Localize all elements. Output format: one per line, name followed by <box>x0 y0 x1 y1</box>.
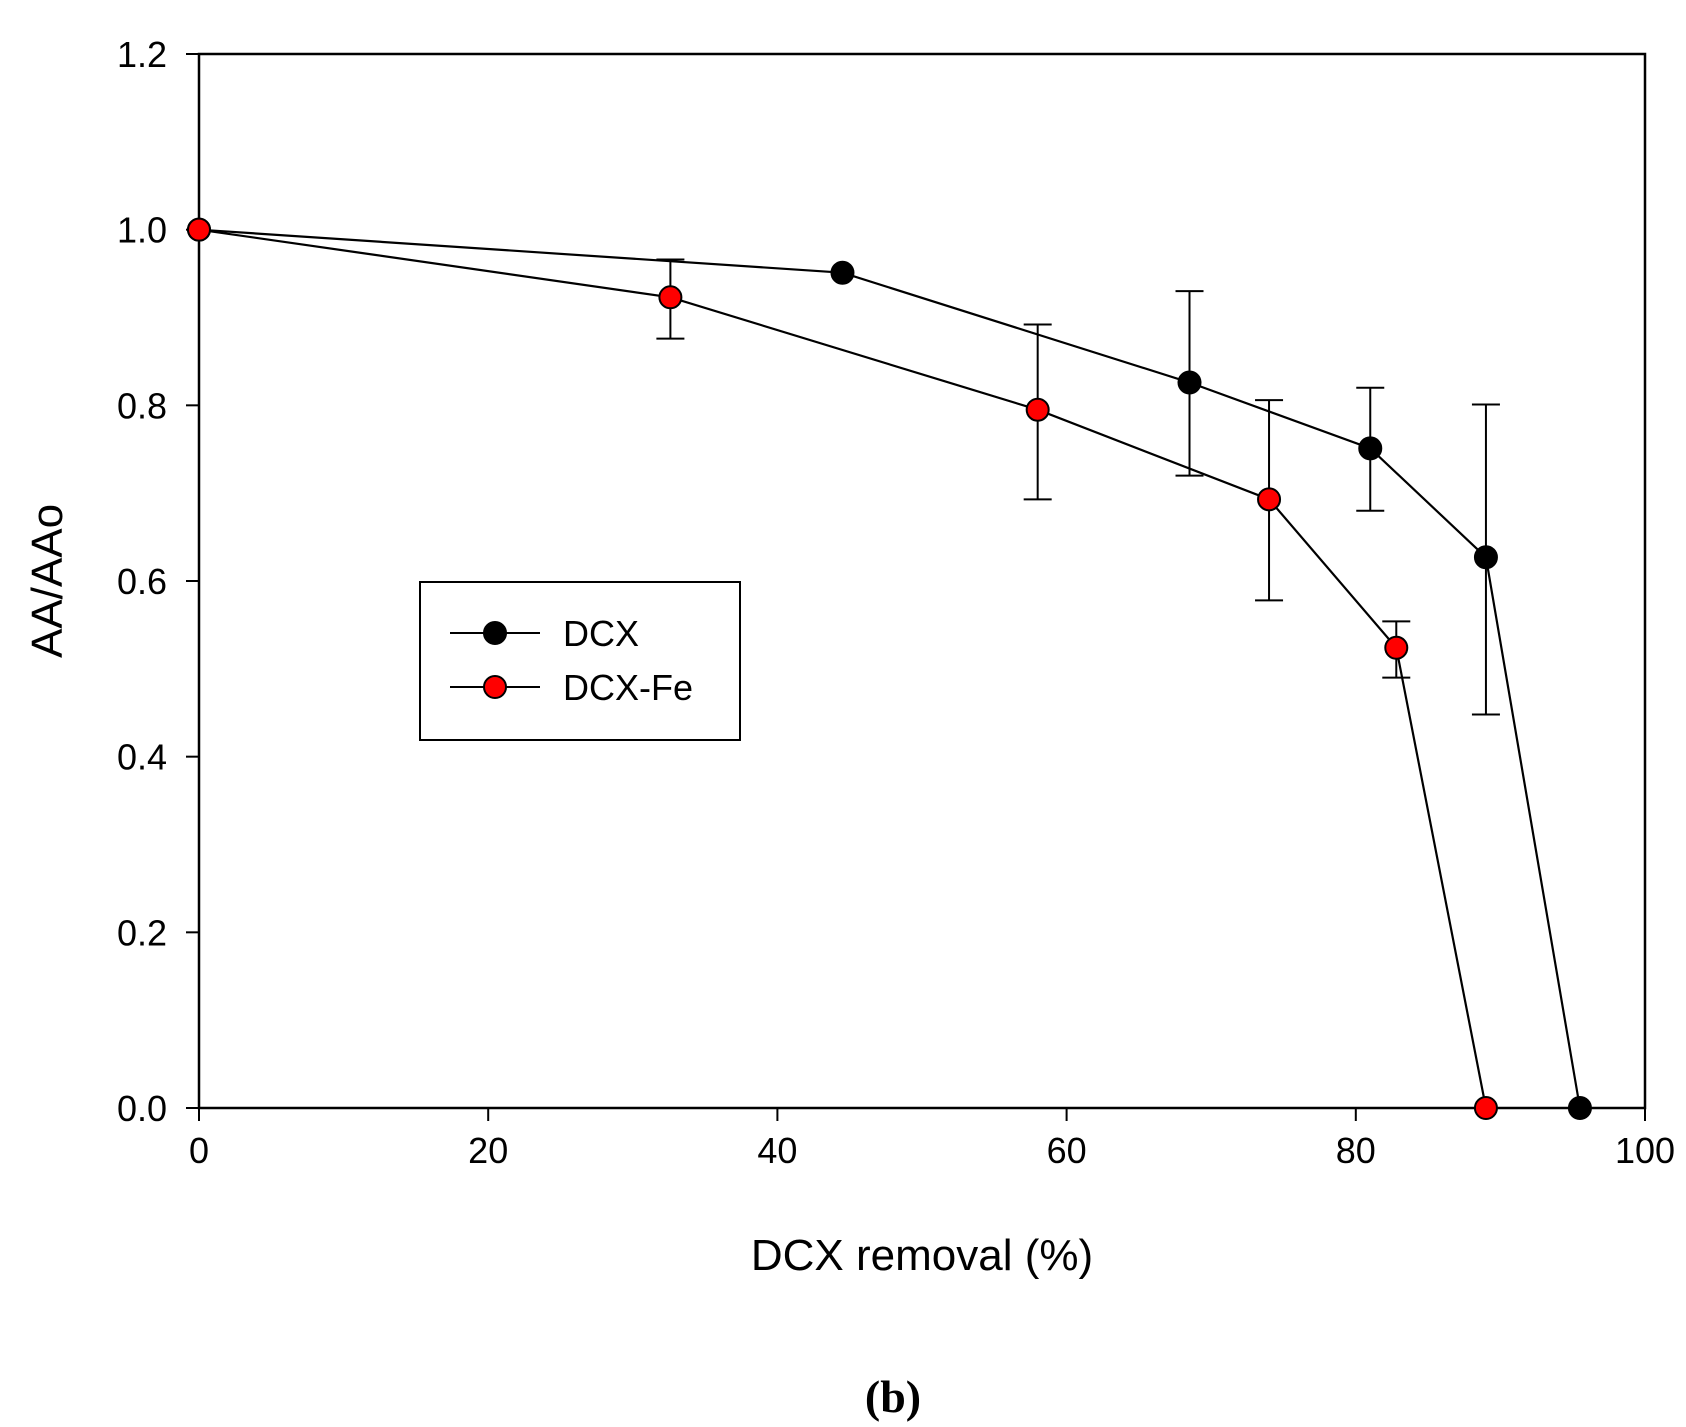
x-tick-label: 20 <box>468 1130 508 1171</box>
y-tick-label: 1.0 <box>117 210 167 251</box>
series-dcx <box>187 217 1592 1120</box>
x-tick-label: 0 <box>189 1130 209 1171</box>
y-tick-label: 0.4 <box>117 737 167 778</box>
series-dcx-fe <box>187 217 1498 1120</box>
x-tick-label: 80 <box>1336 1130 1376 1171</box>
data-point-dcx-fe <box>1384 635 1409 660</box>
legend: DCX DCX-Fe <box>419 581 741 741</box>
data-point-dcx-fe <box>658 285 683 310</box>
data-point-dcx-fe <box>187 217 211 242</box>
legend-label-dcx: DCX <box>563 613 639 654</box>
legend-marker-dcx-fe <box>483 675 507 699</box>
data-point-dcx <box>830 260 855 285</box>
y-axis-ticks: 0.0 0.2 0.4 0.6 0.8 1.0 1.2 <box>117 34 199 1129</box>
data-point-dcx-fe <box>1257 487 1282 512</box>
legend-marker-dcx <box>483 621 507 645</box>
y-axis-title: AA/AAo <box>23 504 72 658</box>
data-point-dcx <box>1567 1096 1592 1120</box>
data-point-dcx <box>1473 545 1498 570</box>
panel-label: (b) <box>865 1371 921 1422</box>
y-tick-label: 0.2 <box>117 912 167 953</box>
series-layer <box>187 217 1592 1120</box>
data-point-dcx <box>1358 436 1383 461</box>
legend-label-dcx-fe: DCX-Fe <box>563 667 693 708</box>
y-tick-label: 0.0 <box>117 1088 167 1129</box>
x-tick-label: 40 <box>757 1130 797 1171</box>
series-line-dcx-fe <box>198 228 1488 1109</box>
series-line-dcx <box>198 228 1582 1109</box>
x-tick-label: 100 <box>1615 1130 1675 1171</box>
data-point-dcx-fe <box>1473 1096 1498 1120</box>
data-point-dcx <box>1177 370 1202 395</box>
y-tick-label: 0.8 <box>117 385 167 426</box>
y-tick-label: 1.2 <box>117 34 167 75</box>
legend-box <box>419 581 741 741</box>
data-point-dcx-fe <box>1025 397 1050 422</box>
x-axis-title: DCX removal (%) <box>751 1231 1093 1280</box>
x-axis-ticks: 0 20 40 60 80 100 <box>189 1108 1675 1171</box>
y-tick-label: 0.6 <box>117 561 167 602</box>
x-tick-label: 60 <box>1047 1130 1087 1171</box>
